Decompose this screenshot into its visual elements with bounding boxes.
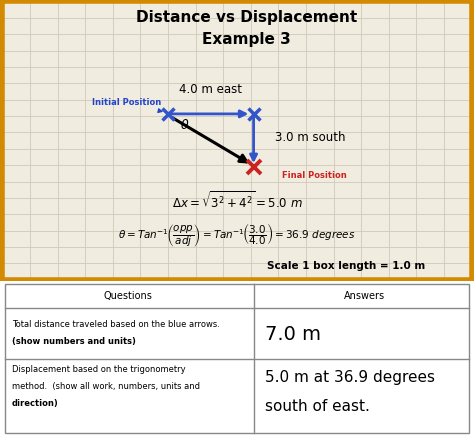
FancyBboxPatch shape [5,284,469,433]
Text: 3.0 m south: 3.0 m south [275,131,346,144]
Text: 5.0 m at 36.9 degrees: 5.0 m at 36.9 degrees [265,370,436,385]
Text: $\Delta x = \sqrt{3^2 + 4^2} = 5.0\ m$: $\Delta x = \sqrt{3^2 + 4^2} = 5.0\ m$ [172,191,302,211]
Text: Distance vs Displacement: Distance vs Displacement [136,10,357,25]
Text: Total distance traveled based on the blue arrows.: Total distance traveled based on the blu… [12,320,220,329]
Text: (show numbers and units): (show numbers and units) [12,337,136,346]
Text: direction): direction) [12,399,59,408]
Text: $\theta = Tan^{-1}\!\left(\dfrac{opp}{adj}\right) = Tan^{-1}\!\left(\dfrac{3.0}{: $\theta = Tan^{-1}\!\left(\dfrac{opp}{ad… [118,221,356,249]
Text: Final Position: Final Position [282,171,347,180]
Text: 7.0 m: 7.0 m [265,325,321,344]
Text: method.  (show all work, numbers, units and: method. (show all work, numbers, units a… [12,382,200,391]
Text: Questions: Questions [103,291,153,301]
Text: θ: θ [181,119,189,132]
Text: Displacement based on the trigonometry: Displacement based on the trigonometry [12,365,185,374]
Text: Scale 1 box length = 1.0 m: Scale 1 box length = 1.0 m [267,261,425,271]
Text: 4.0 m east: 4.0 m east [180,83,242,96]
Text: Initial Position: Initial Position [92,99,162,112]
Text: south of east.: south of east. [265,399,370,414]
Text: Answers: Answers [345,291,385,301]
Text: Example 3: Example 3 [202,32,291,48]
